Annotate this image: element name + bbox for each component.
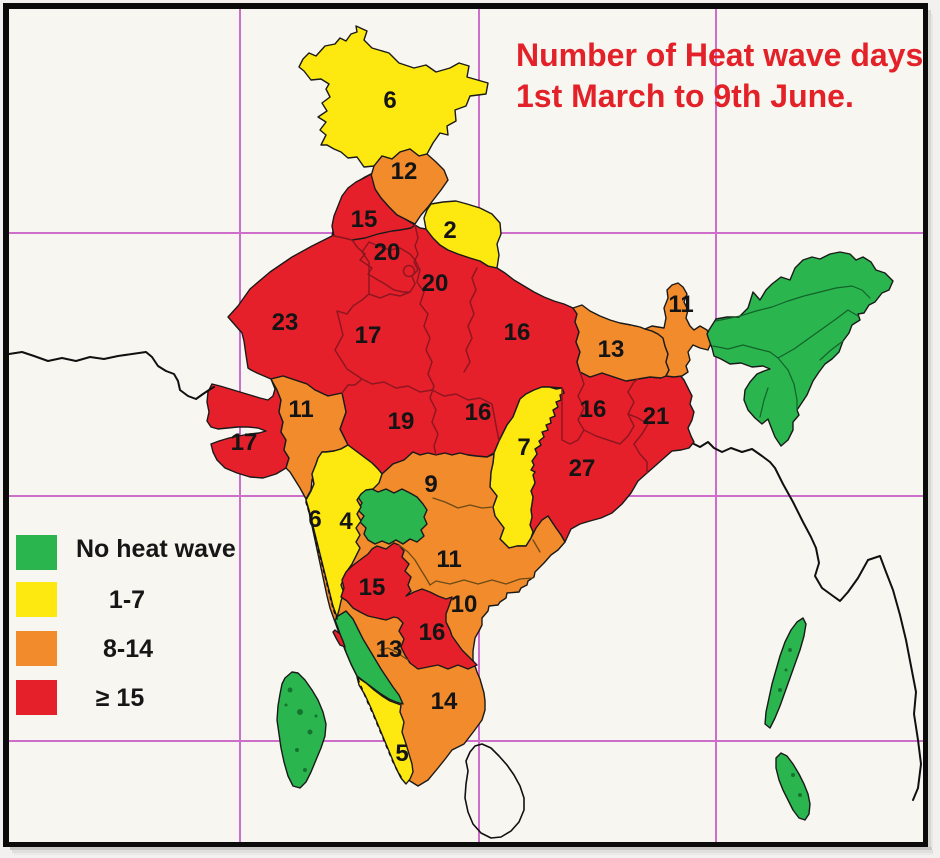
svg-text:10: 10 [451,591,478,618]
svg-text:16: 16 [419,619,446,646]
svg-text:1st March to 9th June.: 1st March to 9th June. [516,78,854,114]
svg-text:13: 13 [376,636,403,663]
svg-text:20: 20 [422,270,449,297]
svg-text:≥ 15: ≥ 15 [96,684,145,712]
svg-text:1-7: 1-7 [109,586,145,614]
svg-text:4: 4 [339,508,353,535]
svg-text:17: 17 [231,429,258,456]
svg-text:14: 14 [431,688,458,715]
svg-text:15: 15 [359,574,386,601]
svg-text:19: 19 [388,408,415,435]
svg-text:2: 2 [443,217,456,244]
svg-text:13: 13 [598,336,625,363]
svg-text:9: 9 [424,471,437,498]
svg-text:17: 17 [355,322,382,349]
svg-text:6: 6 [308,506,321,533]
svg-text:8-14: 8-14 [103,635,153,663]
svg-text:No heat wave: No heat wave [76,535,236,563]
svg-text:11: 11 [436,546,461,573]
svg-text:12: 12 [391,158,418,185]
svg-text:11: 11 [288,396,313,423]
svg-text:23: 23 [272,309,299,336]
svg-text:7: 7 [517,434,530,461]
svg-text:27: 27 [569,455,596,482]
svg-text:5: 5 [395,740,408,767]
svg-text:16: 16 [580,396,607,423]
svg-text:15: 15 [351,206,378,233]
svg-text:20: 20 [374,239,401,266]
svg-text:11: 11 [668,291,693,318]
svg-text:21: 21 [643,403,670,430]
svg-text:Number of Heat wave days: Number of Heat wave days [516,37,923,73]
svg-text:16: 16 [504,319,531,346]
svg-text:16: 16 [465,399,492,426]
svg-text:6: 6 [383,87,396,114]
